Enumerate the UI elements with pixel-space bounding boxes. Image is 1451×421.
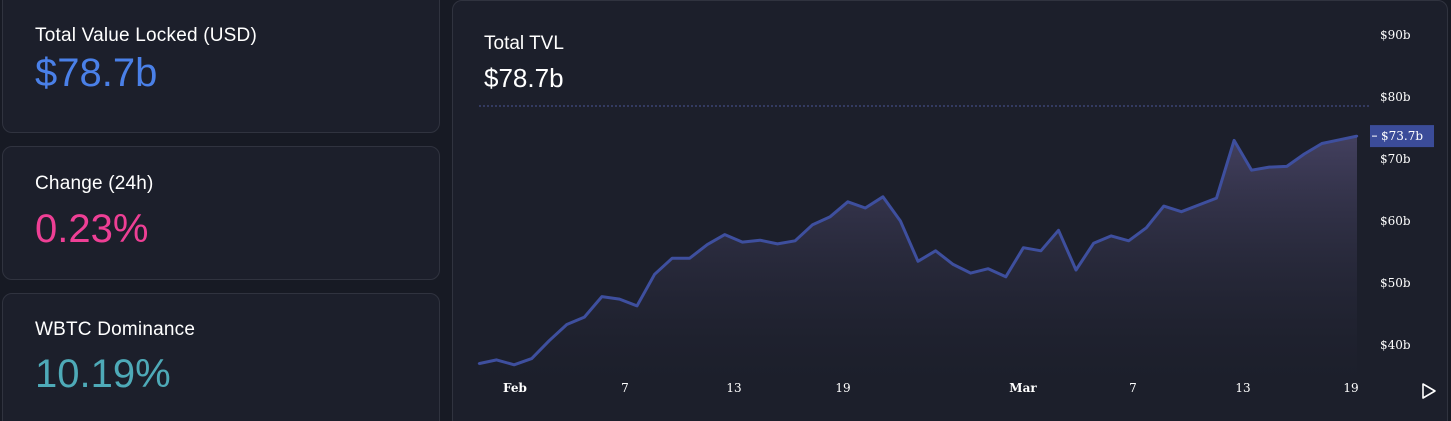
x-tick-label: 19 [1343, 381, 1358, 395]
chart-value: $78.7b [484, 63, 564, 93]
dominance-label: WBTC Dominance [35, 319, 196, 340]
tvl-data-point [1057, 229, 1060, 232]
tvl-data-point [1110, 234, 1113, 238]
tvl-data-point [1180, 210, 1183, 213]
change-label: Change (24h) [35, 173, 154, 194]
tvl-data-point [706, 243, 709, 246]
x-tick-label: 13 [1235, 381, 1250, 395]
tvl-data-point [548, 339, 551, 342]
tvl-data-point [1039, 249, 1043, 252]
tvl-data-point [934, 249, 937, 252]
tvl-label: Total Value Locked (USD) [35, 25, 257, 46]
tvl-data-point [1285, 165, 1288, 168]
tvl-area [479, 136, 1357, 381]
tvl-data-point [688, 257, 691, 260]
chart-title: Total TVL [484, 33, 564, 54]
tvl-card: Total Value Locked (USD) $78.7b [2, 0, 440, 133]
tvl-data-point [1268, 165, 1271, 169]
dominance-card: WBTC Dominance 10.19% [2, 293, 440, 421]
last-value-label-bg [1370, 125, 1434, 148]
tvl-data-point [671, 257, 674, 260]
tvl-data-point [987, 267, 990, 270]
y-tick-label: $60b [1380, 214, 1411, 228]
tvl-data-point [1092, 242, 1095, 245]
tvl-data-point [881, 195, 885, 198]
tvl-data-point [969, 271, 972, 275]
x-tick-label: Feb [503, 381, 527, 395]
tvl-data-point [618, 297, 621, 301]
tvl-data-point [512, 363, 516, 366]
tvl-data-point [1215, 196, 1218, 200]
tvl-data-point [899, 219, 902, 223]
x-tick-label: 13 [726, 381, 741, 395]
tvl-data-point [495, 358, 498, 362]
tvl-data-point [864, 206, 867, 210]
tvl-data-point [530, 357, 533, 360]
y-tick-label: $90b [1380, 28, 1411, 42]
tvl-chart-card: $90b $80b $70b $60b $50b $40b Feb 7 13 19 Mar 7 13 19… [452, 0, 1448, 421]
tvl-data-point [741, 240, 744, 244]
tvl-data-point [1355, 134, 1359, 138]
tvl-data-point [635, 304, 639, 308]
tvl-data-point [951, 263, 955, 266]
tvl-data-point [1022, 246, 1025, 249]
change-card: Change (24h) 0.23% [2, 146, 440, 280]
tvl-data-point [846, 200, 849, 203]
tvl-data-point [1074, 268, 1078, 272]
tvl-chart[interactable]: $90b $80b $70b $60b $50b $40b Feb 7 13 19 Mar 7 13 19… [453, 1, 1449, 421]
tvl-data-point [583, 315, 586, 319]
tvl-data-point [1232, 139, 1236, 142]
y-tick-label: $70b [1380, 152, 1411, 166]
dominance-value: 10.19% [35, 352, 171, 396]
tvl-data-point [1250, 169, 1253, 172]
y-tick-label: $80b [1380, 90, 1411, 104]
tvl-data-point [1197, 203, 1201, 207]
tvl-data-point [1338, 138, 1341, 141]
change-value: 0.23% [35, 207, 149, 251]
x-tick-label: 7 [621, 381, 629, 395]
last-value-label: $73.7b [1381, 129, 1423, 143]
tvl-data-point [653, 273, 656, 276]
tvl-data-point [776, 242, 779, 246]
x-tick-label: 19 [835, 381, 850, 395]
y-tick-label: $40b [1380, 338, 1411, 352]
play-icon[interactable] [1419, 381, 1439, 401]
x-tick-label: Mar [1009, 381, 1037, 395]
tvl-value: $78.7b [35, 51, 158, 95]
tvl-data-point [1127, 239, 1130, 242]
y-tick-label: $50b [1380, 276, 1411, 290]
tvl-data-point [1162, 204, 1165, 208]
tvl-data-point [1145, 226, 1148, 229]
tvl-data-point [1004, 275, 1007, 278]
tvl-data-point [723, 233, 726, 236]
tvl-data-point [600, 295, 604, 298]
tvl-data-point [758, 239, 762, 242]
tvl-data-point [565, 323, 568, 326]
tvl-data-point [477, 362, 481, 365]
tvl-data-point [793, 239, 797, 242]
tvl-data-point [1303, 152, 1306, 156]
tvl-data-point [811, 223, 814, 226]
x-tick-label: 7 [1129, 381, 1137, 395]
tvl-data-point [916, 260, 920, 263]
tvl-data-point [1320, 142, 1324, 145]
tvl-data-point [829, 215, 832, 218]
